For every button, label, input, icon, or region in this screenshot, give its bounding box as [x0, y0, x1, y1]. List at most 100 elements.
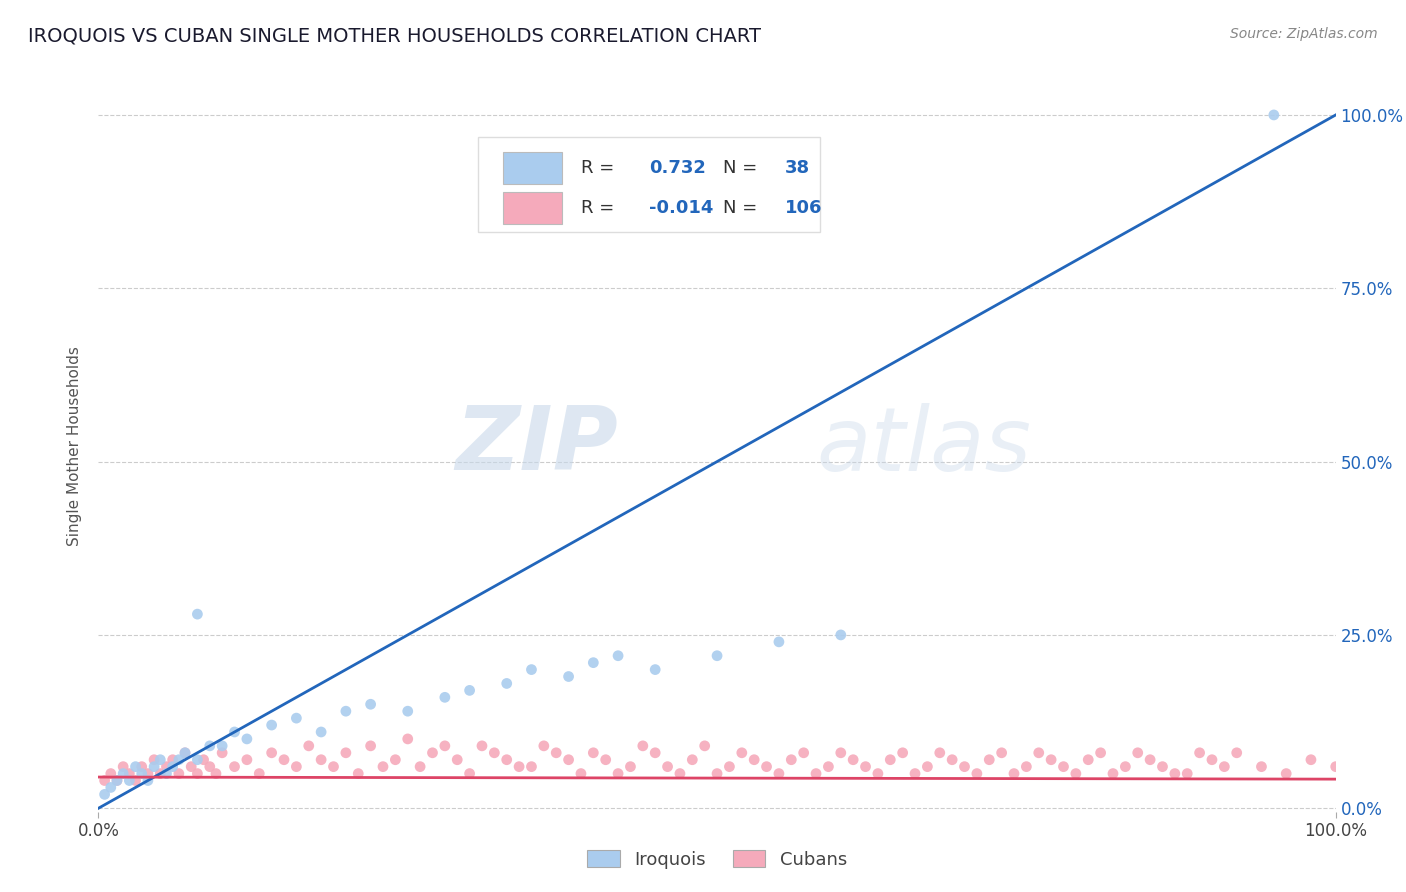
Point	[1152, 759, 1174, 773]
Point	[855, 759, 877, 773]
Point	[866, 766, 889, 780]
Point	[520, 759, 543, 773]
Point	[1126, 746, 1149, 760]
Point	[842, 753, 865, 767]
Point	[941, 753, 963, 767]
Point	[149, 753, 172, 767]
Point	[742, 753, 765, 767]
Point	[1077, 753, 1099, 767]
Point	[224, 725, 246, 739]
Point	[607, 766, 630, 780]
Point	[149, 766, 172, 780]
Point	[557, 669, 579, 683]
Text: 106: 106	[785, 199, 823, 217]
Point	[1164, 766, 1187, 780]
Point	[879, 753, 901, 767]
Point	[174, 746, 197, 760]
Point	[347, 766, 370, 780]
Point	[1275, 766, 1298, 780]
Point	[458, 683, 481, 698]
Point	[224, 759, 246, 773]
Point	[236, 753, 259, 767]
Point	[186, 766, 208, 780]
Point	[1263, 108, 1285, 122]
Point	[155, 759, 177, 773]
Point	[979, 753, 1001, 767]
Point	[619, 759, 641, 773]
Text: N =: N =	[723, 159, 758, 177]
Point	[718, 759, 741, 773]
Point	[360, 698, 382, 712]
Point	[533, 739, 555, 753]
Point	[247, 766, 270, 780]
FancyBboxPatch shape	[478, 136, 820, 233]
Text: R =: R =	[581, 159, 614, 177]
Point	[595, 753, 617, 767]
Point	[1090, 746, 1112, 760]
Point	[236, 731, 259, 746]
Point	[100, 780, 122, 795]
Point	[93, 773, 115, 788]
Point	[384, 753, 406, 767]
Point	[360, 739, 382, 753]
Point	[298, 739, 321, 753]
Point	[830, 628, 852, 642]
Point	[162, 753, 184, 767]
Point	[917, 759, 939, 773]
Point	[1015, 759, 1038, 773]
Point	[768, 635, 790, 649]
Point	[285, 759, 308, 773]
Point	[644, 663, 666, 677]
Point	[669, 766, 692, 780]
Point	[143, 759, 166, 773]
Point	[211, 746, 233, 760]
Point	[433, 739, 456, 753]
Point	[484, 746, 506, 760]
Point	[118, 766, 141, 780]
Point	[205, 766, 228, 780]
Point	[93, 788, 115, 802]
Point	[1299, 753, 1322, 767]
Point	[162, 759, 184, 773]
Point	[904, 766, 927, 780]
Point	[768, 766, 790, 780]
Point	[631, 739, 654, 753]
Point	[1102, 766, 1125, 780]
Point	[1324, 759, 1347, 773]
Point	[105, 773, 128, 788]
Point	[180, 759, 202, 773]
Point	[309, 725, 332, 739]
Point	[143, 753, 166, 767]
Point	[817, 759, 839, 773]
Point	[1250, 759, 1272, 773]
Text: atlas: atlas	[815, 403, 1031, 489]
Point	[1114, 759, 1136, 773]
Point	[546, 746, 568, 760]
Point	[124, 759, 146, 773]
Point	[260, 746, 283, 760]
Point	[1052, 759, 1074, 773]
Point	[112, 766, 135, 780]
Point	[607, 648, 630, 663]
Point	[322, 759, 344, 773]
Text: ZIP: ZIP	[456, 402, 619, 490]
Point	[1188, 746, 1211, 760]
Point	[830, 746, 852, 760]
Point	[335, 704, 357, 718]
Point	[433, 690, 456, 705]
Point	[186, 753, 208, 767]
Point	[780, 753, 803, 767]
Y-axis label: Single Mother Households: Single Mother Households	[67, 346, 83, 546]
Point	[953, 759, 976, 773]
Point	[508, 759, 530, 773]
Point	[706, 648, 728, 663]
Point	[193, 753, 215, 767]
FancyBboxPatch shape	[503, 192, 562, 224]
Point	[1226, 746, 1249, 760]
Point	[396, 704, 419, 718]
Point	[174, 746, 197, 760]
Point	[167, 753, 190, 767]
Text: Source: ZipAtlas.com: Source: ZipAtlas.com	[1230, 27, 1378, 41]
Legend: Iroquois, Cubans: Iroquois, Cubans	[579, 843, 855, 876]
Point	[966, 766, 988, 780]
